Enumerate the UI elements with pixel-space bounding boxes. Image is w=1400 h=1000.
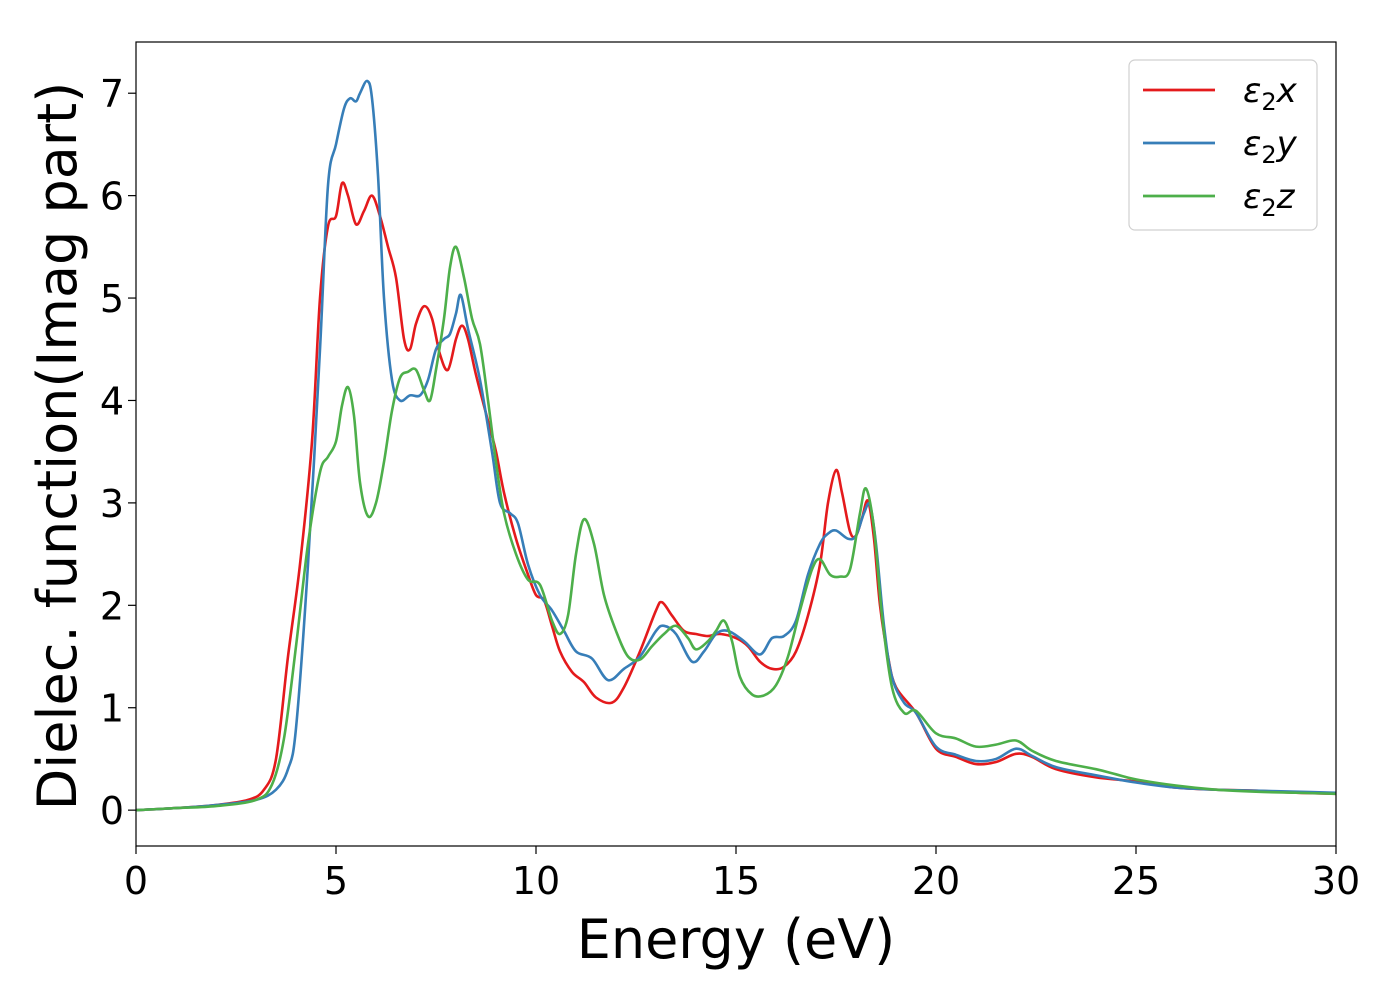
axes-frame	[135, 41, 1337, 847]
series-line-y	[136, 79, 1336, 812]
y-tick-label: 1	[100, 687, 124, 731]
y-tick-label: 3	[100, 482, 124, 526]
y-tick-label: 4	[100, 379, 124, 423]
legend-label: ε2y	[1243, 124, 1298, 169]
x-tick-label: 0	[124, 859, 148, 903]
legend-item-z: ε2z	[1143, 177, 1296, 222]
x-tick-label: 20	[912, 859, 960, 903]
legend-box	[1128, 59, 1318, 231]
y-tick-label: 5	[100, 277, 124, 321]
y-tick-label: 2	[100, 584, 124, 628]
series-line-z	[136, 245, 1336, 812]
x-tick-label: 5	[324, 859, 348, 903]
x-tick-label: 30	[1312, 859, 1360, 903]
y-axis-ticks: 0 1 2 3 4 5 6 7	[100, 72, 136, 833]
x-tick-label: 10	[512, 859, 560, 903]
legend-item-y: ε2y	[1143, 124, 1298, 169]
y-tick-label: 0	[100, 789, 124, 833]
y-tick-label: 6	[100, 175, 124, 219]
legend-label: ε2x	[1243, 71, 1298, 116]
x-tick-label: 25	[1112, 859, 1160, 903]
series-line-x	[136, 181, 1336, 812]
x-tick-label: 15	[712, 859, 760, 903]
y-axis-label: Dielec. function(Imag part)	[26, 82, 89, 811]
x-axis-ticks: 0 5 10 15 20 25 30	[124, 846, 1360, 903]
plot-area	[136, 79, 1336, 812]
legend-item-x: ε2x	[1143, 71, 1298, 116]
legend-label: ε2z	[1243, 177, 1296, 222]
legend: ε2x ε2y ε2z	[1128, 59, 1318, 231]
x-axis-label: Energy (eV)	[577, 908, 896, 971]
y-tick-label: 7	[100, 72, 124, 116]
